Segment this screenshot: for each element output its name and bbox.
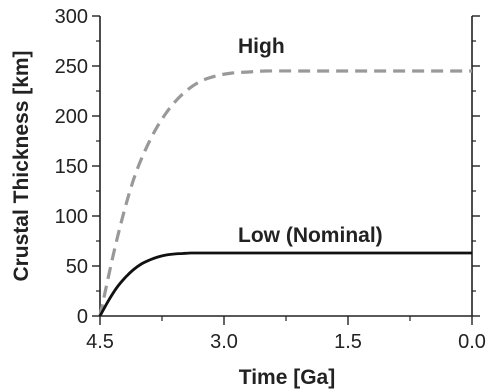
x-tick-label: 4.5 [86, 331, 114, 353]
y-axis-title: Crustal Thickness [km] [10, 50, 33, 281]
y-tick-label: 100 [55, 206, 88, 228]
x-tick-label: 1.5 [334, 331, 362, 353]
y-tick-label: 150 [55, 156, 88, 178]
x-axis-title: Time [Ga] [239, 366, 335, 389]
series-layer [98, 69, 472, 317]
annotation-low-nominal: Low (Nominal) [238, 224, 383, 247]
annotation-high: High [238, 35, 285, 58]
y-tick-label: 0 [77, 306, 88, 328]
series-line-high [98, 69, 472, 317]
ticks-layer [92, 15, 480, 325]
labels-layer: 0 50 100 150 200 250 300 4.5 3.0 1.5 0.0 [55, 6, 486, 353]
plot-frame [99, 16, 473, 317]
y-tick-label: 50 [66, 256, 88, 278]
x-tick-label: 3.0 [210, 331, 238, 353]
y-tick-label: 300 [55, 6, 88, 28]
series-line-low-nominal [98, 251, 472, 317]
y-tick-label: 200 [55, 106, 88, 128]
x-tick-label: 0.0 [458, 331, 486, 353]
y-tick-label: 250 [55, 56, 88, 78]
